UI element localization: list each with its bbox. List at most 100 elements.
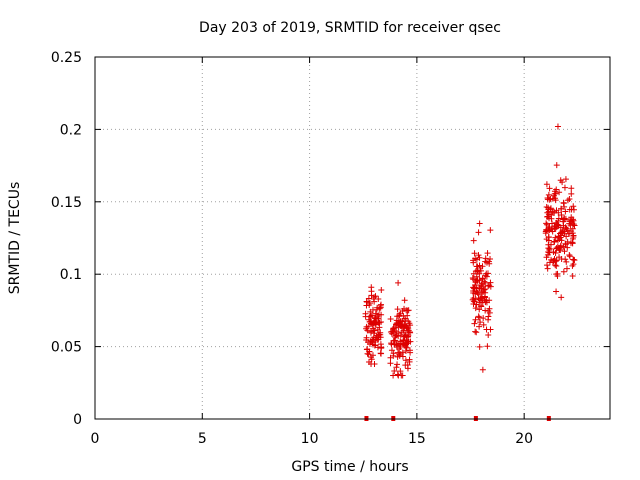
data-point bbox=[552, 197, 559, 204]
data-point bbox=[476, 343, 483, 350]
data-point bbox=[486, 260, 493, 267]
data-point bbox=[363, 323, 370, 330]
data-point bbox=[368, 356, 375, 363]
y-tick-label: 0.25 bbox=[51, 50, 82, 66]
data-point bbox=[387, 315, 394, 322]
data-point bbox=[476, 296, 483, 303]
data-point bbox=[562, 208, 569, 215]
data-point bbox=[563, 225, 570, 232]
data-point bbox=[477, 319, 484, 326]
data-point bbox=[482, 258, 489, 265]
data-point bbox=[472, 255, 479, 262]
data-point bbox=[566, 195, 573, 202]
data-point bbox=[477, 267, 484, 274]
data-point bbox=[479, 276, 486, 283]
data-point bbox=[364, 327, 371, 334]
data-point bbox=[544, 213, 551, 220]
data-point bbox=[391, 367, 398, 374]
data-point bbox=[399, 308, 406, 315]
data-point bbox=[369, 352, 376, 359]
data-point bbox=[376, 305, 383, 312]
data-point bbox=[475, 229, 482, 236]
y-tick-label: 0 bbox=[73, 412, 82, 428]
data-point bbox=[396, 340, 403, 347]
data-point bbox=[365, 295, 372, 302]
data-point bbox=[557, 177, 564, 184]
y-tick-label: 0.15 bbox=[51, 195, 82, 211]
data-point bbox=[545, 234, 552, 241]
data-point bbox=[397, 368, 404, 375]
data-point bbox=[482, 307, 489, 314]
data-point bbox=[472, 316, 479, 323]
data-point bbox=[485, 331, 492, 338]
data-point bbox=[396, 312, 403, 319]
data-point bbox=[394, 371, 401, 378]
data-point bbox=[475, 313, 482, 320]
data-point bbox=[403, 307, 410, 314]
data-point bbox=[487, 227, 494, 234]
data-point bbox=[368, 328, 375, 335]
data-point bbox=[558, 212, 565, 219]
data-point bbox=[374, 336, 381, 343]
data-point bbox=[546, 249, 553, 256]
data-point bbox=[372, 315, 379, 322]
data-point bbox=[479, 263, 486, 270]
data-point bbox=[479, 299, 486, 306]
data-point bbox=[555, 233, 562, 240]
data-point bbox=[544, 196, 551, 203]
data-point bbox=[563, 265, 570, 272]
data-point bbox=[557, 224, 564, 231]
data-point bbox=[476, 254, 483, 261]
data-point bbox=[553, 263, 560, 270]
data-point bbox=[561, 248, 568, 255]
data-point bbox=[569, 273, 576, 280]
data-point bbox=[553, 224, 560, 231]
data-point bbox=[545, 248, 552, 255]
y-tick-label: 0.05 bbox=[51, 340, 82, 356]
data-point bbox=[556, 254, 563, 261]
data-point bbox=[363, 302, 370, 309]
data-point bbox=[395, 317, 402, 324]
data-point bbox=[406, 347, 413, 354]
data-point bbox=[401, 331, 408, 338]
data-point bbox=[374, 318, 381, 325]
data-point bbox=[477, 285, 484, 292]
x-tick-label: 15 bbox=[408, 431, 426, 447]
x-axis: 0 5 10 15 20 bbox=[91, 57, 533, 447]
data-point bbox=[487, 283, 494, 290]
data-point bbox=[405, 338, 412, 345]
data-point bbox=[557, 243, 564, 250]
data-point bbox=[387, 354, 394, 361]
y-tick-label: 0.1 bbox=[60, 267, 82, 283]
data-point bbox=[482, 279, 489, 286]
data-point bbox=[485, 282, 492, 289]
data-point bbox=[484, 250, 491, 257]
data-point bbox=[487, 255, 494, 262]
data-point bbox=[473, 263, 480, 270]
data-point bbox=[549, 220, 556, 227]
plot-frame bbox=[94, 56, 611, 420]
data-point bbox=[560, 200, 567, 207]
data-point bbox=[546, 259, 553, 266]
data-point bbox=[473, 329, 480, 336]
data-point bbox=[545, 191, 552, 198]
data-point bbox=[407, 329, 414, 336]
data-point bbox=[481, 294, 488, 301]
data-point bbox=[371, 342, 378, 349]
data-point bbox=[553, 186, 560, 193]
data-point bbox=[395, 333, 402, 340]
data-point bbox=[404, 325, 411, 332]
data-point bbox=[392, 333, 399, 340]
data-point bbox=[471, 320, 478, 327]
data-point bbox=[546, 185, 553, 192]
data-point bbox=[545, 208, 552, 215]
data-point bbox=[551, 190, 558, 197]
data-point bbox=[478, 289, 485, 296]
data-point bbox=[543, 254, 550, 261]
data-point bbox=[484, 343, 491, 350]
data-point bbox=[393, 364, 400, 371]
x-tick-label: 5 bbox=[198, 431, 207, 447]
data-point bbox=[550, 248, 557, 255]
data-point bbox=[481, 286, 488, 293]
data-point bbox=[487, 326, 494, 333]
